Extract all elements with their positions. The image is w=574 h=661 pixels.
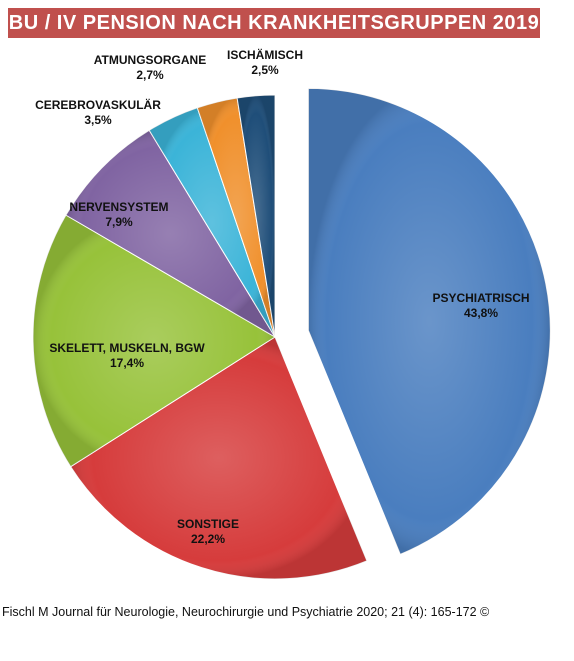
pie-slice-shading [70, 337, 367, 580]
slice-value-label: 43,8% [464, 306, 498, 320]
source-caption: Fischl M Journal für Neurologie, Neuroch… [2, 605, 490, 619]
slice-label: PSYCHIATRISCH [432, 291, 529, 305]
slice-value-label: 7,9% [105, 215, 133, 229]
pie-slice-shading [197, 97, 275, 337]
pie-slice-shading [308, 88, 551, 555]
pie-slice-shading [149, 107, 275, 337]
slice-label: ISCHÄMISCH [227, 47, 303, 62]
chart-title: BU / IV PENSION NACH KRANKHEITSGRUPPEN 2… [8, 8, 540, 38]
slice-label: CEREBROVASKULÄR [35, 97, 161, 112]
slice-value-label: 2,5% [251, 63, 279, 77]
slice-label: ATMUNGSORGANE [94, 53, 206, 67]
slice-label: SKELETT, MUSKELN, BGW [49, 341, 205, 355]
slice-value-label: 2,7% [136, 68, 164, 82]
pie-slice-shading [33, 215, 276, 467]
slice-value-label: 3,5% [84, 113, 112, 127]
pie-chart-area: PSYCHIATRISCH 43,8% SONSTIGE 22,2% SKELETT, … [0, 44, 574, 604]
slice-value-label: 17,4% [110, 356, 144, 370]
pie-slice-shading [237, 95, 275, 337]
slice-label: NERVENSYSTEM [69, 200, 168, 214]
pie-slice-shading [65, 130, 275, 337]
slice-value-label: 22,2% [191, 532, 225, 546]
slice-label: SONSTIGE [177, 517, 239, 531]
